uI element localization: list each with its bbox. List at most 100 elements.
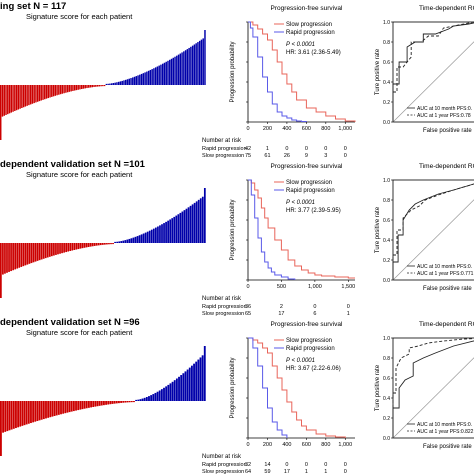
roc-title: Time-dependent ROC xyxy=(419,163,474,170)
signature-bar xyxy=(105,401,107,405)
signature-bar xyxy=(40,243,43,260)
km-slow-curve xyxy=(248,179,355,279)
risk-value: 14 xyxy=(264,462,270,468)
roc-frame xyxy=(392,337,474,439)
signature-bar xyxy=(144,72,146,85)
risk-value: 1 xyxy=(347,311,350,317)
signature-bar xyxy=(132,237,135,243)
signature-bar xyxy=(199,198,202,243)
signature-bar xyxy=(92,401,95,407)
signature-bar xyxy=(128,401,131,403)
signature-bar xyxy=(5,85,7,115)
roc-legend-label: AUC at 1 year PFS:0.78 xyxy=(417,113,471,119)
risk-row-label: Slow progression xyxy=(202,153,244,159)
signature-bar xyxy=(118,401,120,404)
signature-bar xyxy=(197,359,200,401)
signature-bar xyxy=(152,394,155,401)
signature-bars xyxy=(0,30,206,140)
signature-bar xyxy=(201,196,204,243)
signature-bar xyxy=(123,80,125,85)
signature-bar xyxy=(59,243,61,254)
km-p-value: P < 0.0001 xyxy=(286,42,315,48)
signature-bar xyxy=(175,378,178,401)
roc-ylabel: Ture positive rate xyxy=(375,364,381,411)
signature-bar xyxy=(188,47,190,85)
signature-bar xyxy=(103,401,105,406)
km-x-tick-label: 0 xyxy=(246,442,249,448)
signature-bar xyxy=(122,401,125,403)
signature-bar xyxy=(77,85,79,90)
signature-bar xyxy=(167,384,170,401)
signature-bar xyxy=(178,376,180,401)
signature-bar xyxy=(61,243,63,254)
signature-bar xyxy=(3,85,5,116)
signature-bar xyxy=(144,232,147,243)
km-legend-label: Slow progression xyxy=(286,180,332,186)
signature-bar xyxy=(148,230,151,243)
roc-y-tick-label: 0.4 xyxy=(383,238,390,244)
signature-bar xyxy=(60,401,62,415)
signature-bar xyxy=(44,243,47,259)
roc-y-tick-label: 1.0 xyxy=(383,178,390,184)
signature-bar xyxy=(99,243,102,246)
signature-bar xyxy=(22,243,25,267)
signature-bar xyxy=(160,64,162,85)
signature-bar xyxy=(199,357,202,401)
risk-value: 3 xyxy=(324,153,327,159)
signature-bar xyxy=(158,390,161,401)
roc-y-tick-label: 0.8 xyxy=(383,198,390,204)
signature-bar xyxy=(48,243,51,257)
signature-bar xyxy=(130,78,132,85)
signature-bar xyxy=(38,85,41,102)
roc-y-tick-label: 0.8 xyxy=(383,356,390,362)
signature-bar xyxy=(126,401,129,403)
risk-value: 0 xyxy=(344,469,347,474)
signature-bar xyxy=(8,401,11,431)
signature-bar xyxy=(149,69,152,85)
signature-bar xyxy=(75,85,78,91)
signature-bar xyxy=(161,224,163,243)
signature-bar xyxy=(32,243,35,263)
signature-bar xyxy=(100,85,102,87)
signature-bar xyxy=(19,401,22,427)
risk-value: 1 xyxy=(266,146,269,152)
signature-bar xyxy=(121,80,123,85)
signature-bar xyxy=(203,188,206,243)
signature-bar xyxy=(158,65,160,85)
signature-bar xyxy=(14,85,16,112)
signature-bar xyxy=(1,85,4,117)
roc-y-tick-label: 0.4 xyxy=(383,80,390,86)
signature-bar xyxy=(120,401,123,403)
signature-bar xyxy=(20,243,23,267)
signature-label: Signature score for each patient xyxy=(26,12,133,21)
signature-bar xyxy=(69,243,72,251)
roc-curve-1-year xyxy=(392,183,474,280)
signature-bar xyxy=(98,401,101,406)
signature-bar xyxy=(93,243,96,246)
km-x-tick-label: 600 xyxy=(302,442,311,448)
signature-bar xyxy=(91,243,94,247)
signature-bar xyxy=(0,85,2,140)
signature-bar xyxy=(113,401,116,404)
signature-bar xyxy=(126,239,129,243)
signature-bar xyxy=(137,399,140,401)
km-x-tick-label: 1,500 xyxy=(341,284,355,290)
km-legend-label: Rapid progression xyxy=(286,30,335,36)
roc-legend-label: AUC at 10 month PFS:0. xyxy=(417,106,472,112)
signature-bar xyxy=(133,76,136,85)
signature-bar xyxy=(91,85,94,88)
signature-bar xyxy=(197,199,200,243)
signature-bar xyxy=(150,395,153,401)
risk-value: 9 xyxy=(305,153,308,159)
signature-bar xyxy=(45,401,47,419)
signature-bar xyxy=(163,223,165,243)
km-title: Progression-free survival xyxy=(271,5,343,12)
signature-bar xyxy=(185,208,188,243)
signature-bar xyxy=(189,205,192,243)
km-p-value: P < 0.0001 xyxy=(286,358,315,364)
signature-bar xyxy=(10,243,12,272)
signature-bar xyxy=(15,85,18,111)
signature-bar xyxy=(12,401,15,429)
signature-bar xyxy=(21,401,24,426)
signature-bar xyxy=(10,85,13,113)
